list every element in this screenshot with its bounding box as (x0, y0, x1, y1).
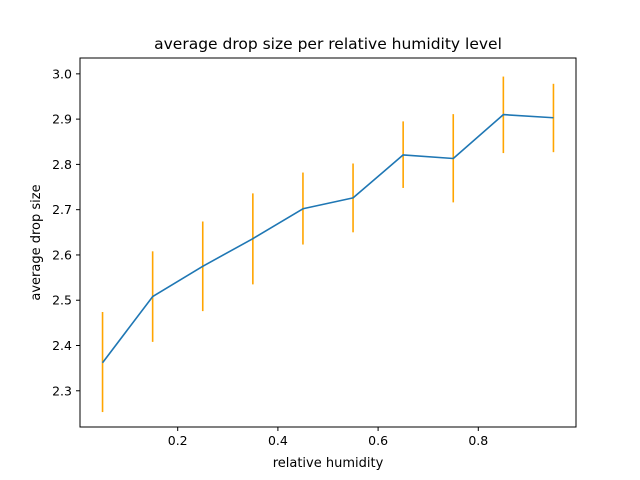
error-bars (101, 76, 555, 413)
y-tick-label: 2.8 (52, 157, 72, 172)
series-line (101, 113, 554, 364)
x-axis-label: relative humidity (273, 456, 384, 471)
x-tick-label: 0.2 (168, 433, 188, 448)
y-tick-label: 2.4 (52, 338, 72, 353)
y-tick-label: 2.3 (52, 383, 72, 398)
y-axis-label: average drop size (29, 184, 44, 300)
y-tick-label: 2.7 (52, 202, 72, 217)
y-tick-label: 2.6 (52, 247, 72, 262)
y-tick-label: 2.5 (52, 293, 72, 308)
y-tick-label: 2.9 (52, 112, 72, 127)
x-axis-ticks: 0.2 0.4 0.6 0.8 (168, 427, 488, 448)
y-axis-ticks: 2.3 2.4 2.5 2.6 2.7 2.8 2.9 3.0 (52, 66, 80, 398)
y-tick-label: 3.0 (52, 66, 72, 81)
x-tick-label: 0.4 (268, 433, 288, 448)
series-group (101, 113, 554, 364)
x-tick-label: 0.6 (368, 433, 388, 448)
plot-frame (79, 57, 577, 428)
x-tick-label: 0.8 (468, 433, 488, 448)
chart-title: average drop size per relative humidity … (154, 35, 502, 53)
